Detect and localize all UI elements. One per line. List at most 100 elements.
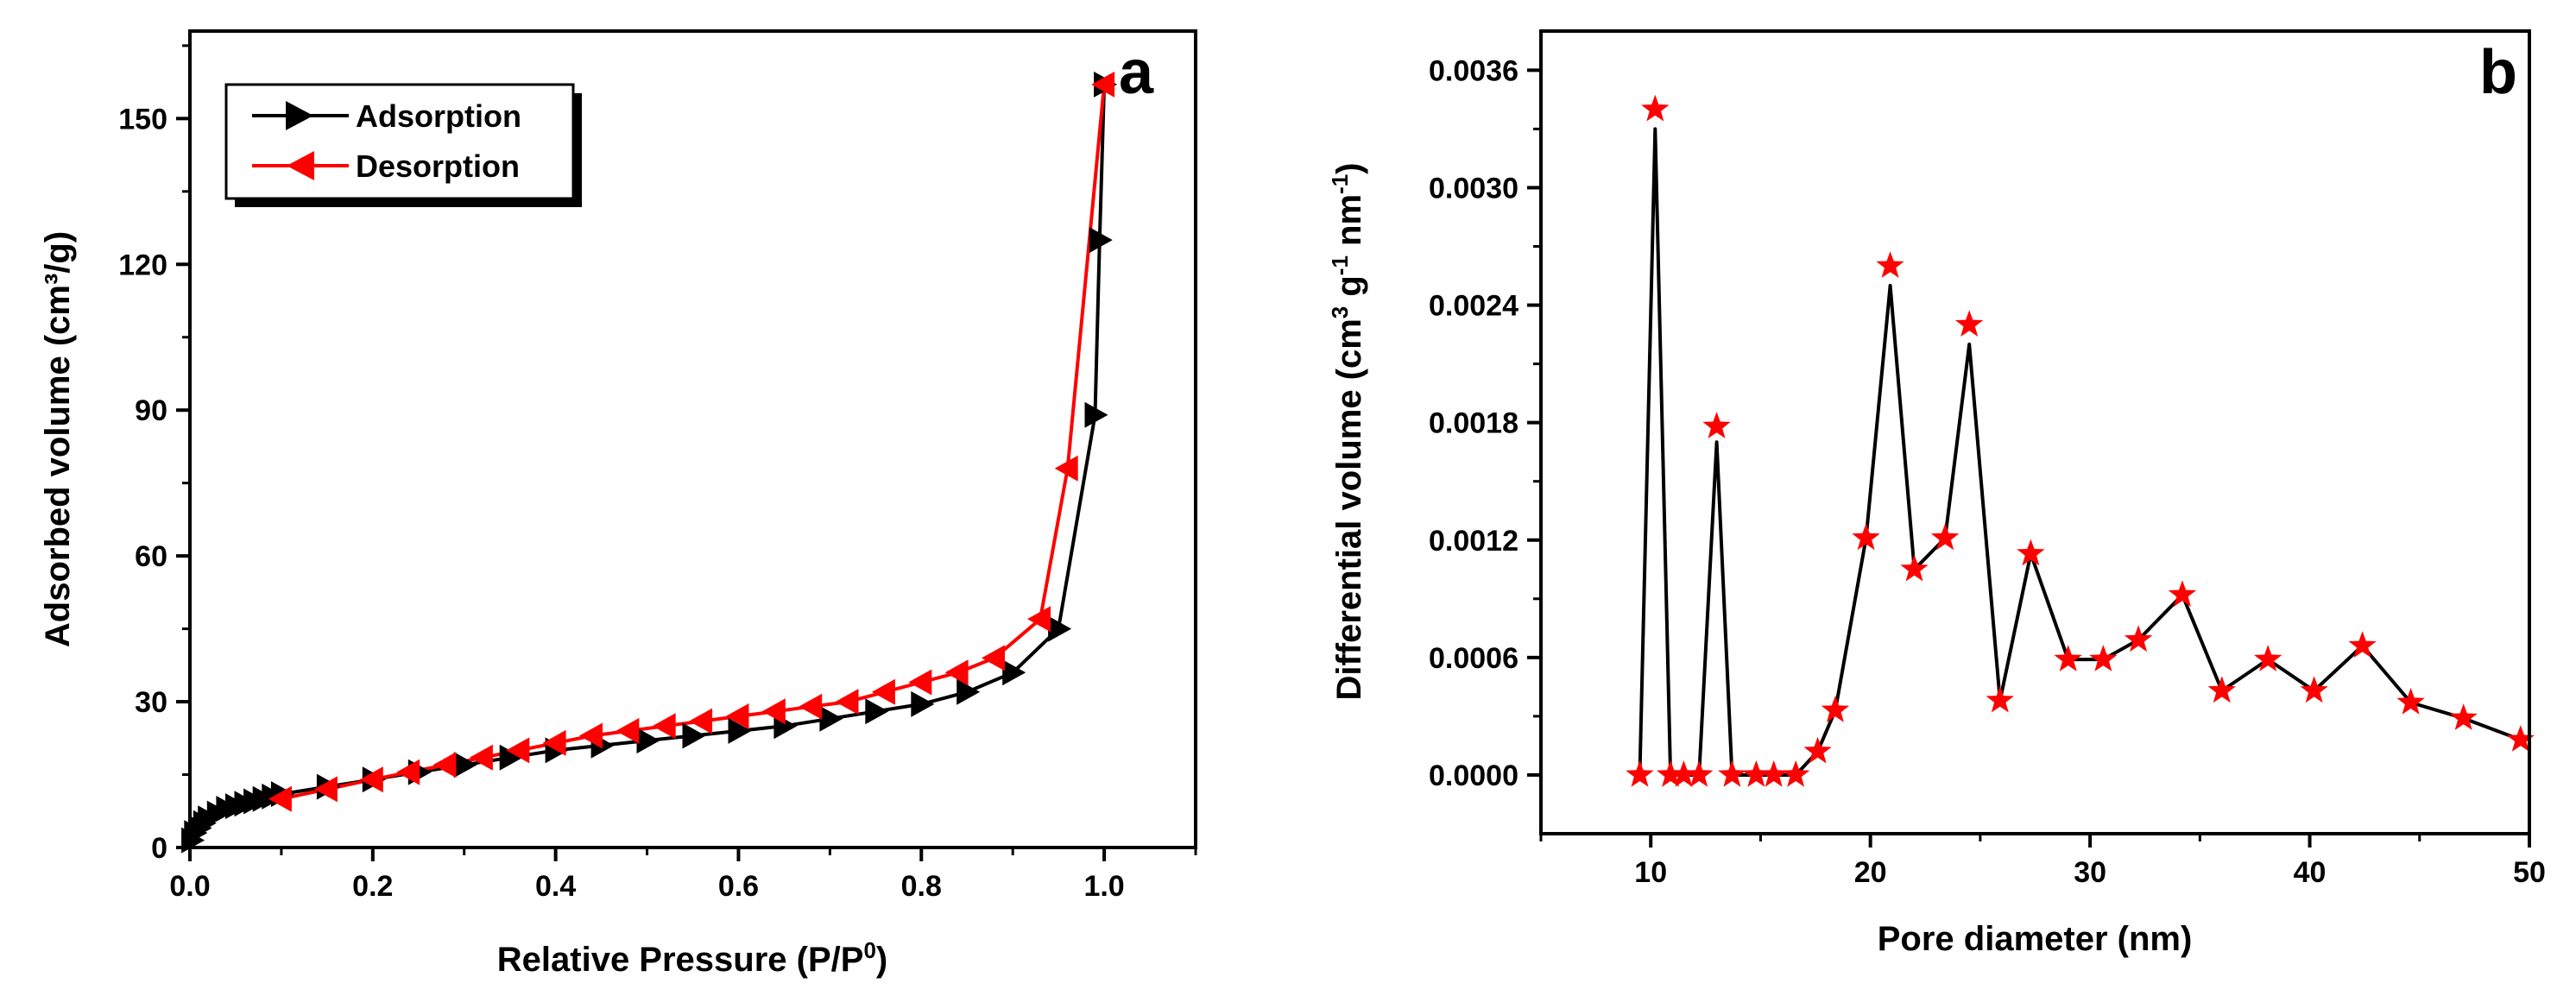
adsorption-point — [636, 728, 660, 754]
x-tick-label: 0.2 — [352, 870, 393, 903]
y-tick-label: 0.0030 — [1429, 172, 1518, 205]
pore-distribution-point — [1742, 760, 1771, 787]
y-tick-label: 0.0000 — [1429, 759, 1518, 792]
desorption-point — [432, 752, 457, 778]
x-tick-label: 0.8 — [901, 870, 942, 903]
x-tick-label: 10 — [1634, 856, 1667, 889]
desorption-point — [579, 722, 603, 749]
pore-distribution-point — [1670, 760, 1698, 787]
pore-distribution-point — [1955, 310, 1984, 337]
pore-distribution-point — [2054, 645, 2082, 671]
y-tick-label: 60 — [135, 540, 167, 573]
adsorption-point — [1084, 401, 1108, 428]
adsorption-point — [682, 722, 706, 749]
y-tick-label: 30 — [135, 686, 167, 719]
legend-box — [224, 83, 575, 200]
desorption-point — [982, 645, 1005, 671]
x-tick-label: 30 — [2074, 856, 2106, 889]
panel-a-ticks: 0.0 0.2 0.4 0.6 0.8 1.0 0 30 60 90 120 150 — [118, 44, 1197, 903]
pore-distribution-point — [1986, 685, 2014, 713]
pore-distribution-point — [2396, 688, 2425, 715]
adsorption-point — [1002, 659, 1026, 686]
panel-a-label: a — [1119, 38, 1154, 107]
desorption-point — [652, 713, 676, 740]
adsorption-point — [911, 690, 935, 717]
adsorption-point — [957, 678, 981, 705]
pore-distribution-point — [1759, 760, 1788, 787]
pore-distribution-point — [2254, 645, 2282, 671]
pore-distribution-point — [2348, 631, 2377, 658]
pore-distribution-point — [2449, 703, 2478, 730]
x-tick-label: 40 — [2294, 856, 2327, 889]
adsorption-point — [499, 744, 523, 771]
pore-distribution-point — [2300, 676, 2328, 703]
y-tick-label: 0 — [151, 832, 167, 865]
x-tick-label: 0.4 — [535, 870, 576, 903]
adsorption-point — [453, 752, 477, 778]
pore-distribution-point — [1931, 523, 1960, 551]
desorption-point — [944, 659, 969, 686]
panel-b-pore-size-distribution: 10 20 30 40 50 0.0000 0.0006 0.0012 0.0018 0.0024… — [1327, 29, 2546, 958]
panel-a-legend: Adsorption Desorption — [224, 83, 582, 207]
panel-a-plot-area — [181, 71, 1118, 854]
desorption-point — [835, 689, 859, 715]
pore-distribution-point — [1900, 554, 1929, 582]
adsorption-point — [819, 705, 843, 732]
pore-distribution-point — [1821, 696, 1850, 722]
x-tick-label: 0.0 — [169, 870, 210, 903]
pore-distribution-point — [2506, 725, 2535, 752]
panel-a-axes-frame — [188, 29, 1197, 849]
panel-a-adsorption-isotherm: 0.0 0.2 0.4 0.6 0.8 1.0 0 30 60 90 120 150 Adsorpti… — [39, 29, 1197, 979]
pore-distribution-point — [1876, 251, 1904, 278]
pore-distribution-point — [1626, 760, 1654, 787]
legend-adsorption-label: Adsorption — [356, 98, 521, 134]
x-tick-label: 0.6 — [718, 870, 759, 903]
desorption-point — [908, 669, 932, 696]
panel-b-label: b — [2479, 38, 2517, 107]
desorption-point — [268, 785, 292, 812]
pore-distribution-line — [1638, 127, 2522, 777]
pore-distribution-point — [1852, 523, 1880, 551]
adsorption-point — [865, 698, 889, 725]
adsorption-point — [1089, 227, 1113, 254]
legend-desorption-marker — [287, 151, 314, 180]
pore-distribution-point — [1782, 760, 1810, 787]
panel-b-y-axis-title: Differential volume (cm3 g-1 nm-1) — [1327, 162, 1368, 700]
pore-distribution-point — [2207, 676, 2236, 703]
pore-distribution-point — [1641, 94, 1670, 122]
y-tick-label: 0.0036 — [1429, 54, 1518, 87]
pore-distribution-point — [2168, 580, 2197, 607]
y-tick-label: 0.0006 — [1429, 642, 1518, 675]
panel-b-plot-area — [1626, 94, 2535, 787]
desorption-point — [469, 744, 493, 771]
pore-distribution-point — [2089, 645, 2118, 671]
pore-distribution-point — [2124, 625, 2153, 652]
desorption-point — [1027, 606, 1051, 633]
desorption-point — [359, 766, 383, 793]
desorption-point — [871, 678, 895, 705]
x-tick-label: 1.0 — [1083, 870, 1124, 903]
y-tick-label: 0.0024 — [1429, 290, 1518, 323]
desorption-point — [313, 776, 338, 803]
panel-b-x-axis-title: Pore diameter (nm) — [1878, 920, 2193, 958]
y-tick-label: 0.0012 — [1429, 525, 1518, 558]
adsorption-point — [1048, 615, 1072, 642]
desorption-point — [616, 717, 640, 744]
panel-a-x-axis-title: Relative Pressure (P/P0) — [497, 937, 887, 979]
pore-distribution-point — [1718, 760, 1746, 787]
x-tick-label: 20 — [1854, 856, 1887, 889]
pore-distribution-point — [1657, 760, 1685, 787]
panel-a-y-axis-title: Adsorbed volume (cm³/g) — [39, 231, 77, 647]
desorption-point — [542, 729, 566, 756]
desorption-point — [761, 698, 786, 725]
y-tick-label: 150 — [118, 103, 167, 135]
x-tick-label: 50 — [2513, 856, 2546, 889]
y-tick-label: 120 — [118, 249, 167, 281]
pore-distribution-point — [1702, 412, 1731, 438]
y-tick-label: 90 — [135, 394, 167, 427]
panel-b-ticks: 10 20 30 40 50 0.0000 0.0006 0.0012 0.0018 0.0024… — [1429, 54, 2546, 889]
desorption-point — [396, 759, 420, 785]
pore-distribution-point — [2017, 539, 2045, 566]
adsorption-point — [728, 717, 752, 744]
